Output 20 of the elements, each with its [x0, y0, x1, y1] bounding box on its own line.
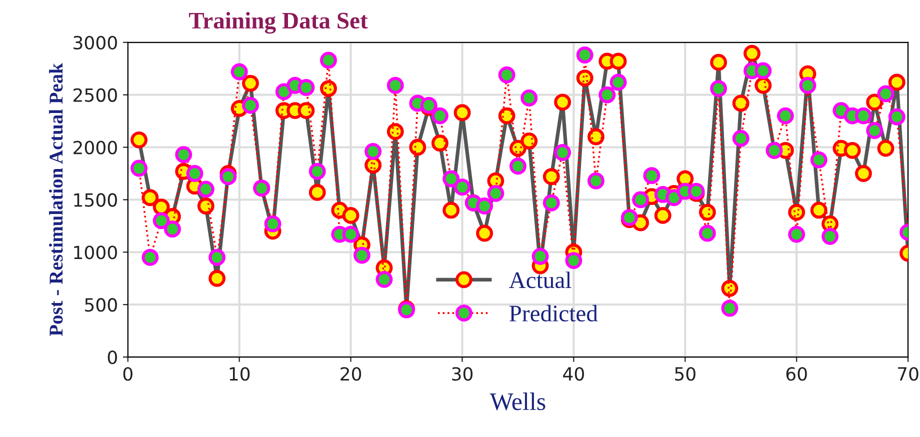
x-tick-label: 10 — [230, 367, 250, 381]
y-tick-label: 1000 — [74, 246, 117, 260]
chart-title: Training Data Set — [188, 12, 368, 34]
y-tick-label: 500 — [85, 298, 117, 312]
y-tick-label: 0 — [108, 350, 117, 364]
x-tick-label: 70 — [898, 367, 918, 381]
x-tick-label: 0 — [123, 367, 132, 381]
legend-label: Actual — [509, 272, 572, 288]
x-tick-label: 50 — [675, 367, 696, 381]
y-axis-title: Post - Restimulation Actual Peak — [49, 63, 63, 336]
x-tick-label: 20 — [340, 367, 362, 381]
legend-label: Predicted — [509, 304, 598, 322]
x-tick-label: 60 — [786, 367, 807, 381]
y-tick-label: 3000 — [74, 36, 117, 50]
x-tick-label: 30 — [452, 367, 473, 381]
x-tick-label: 40 — [563, 367, 584, 381]
y-tick-label: 1500 — [74, 193, 117, 207]
y-tick-label: 2500 — [74, 88, 117, 102]
x-axis-title: Wells — [490, 392, 546, 410]
y-tick-label: 2000 — [74, 140, 117, 154]
